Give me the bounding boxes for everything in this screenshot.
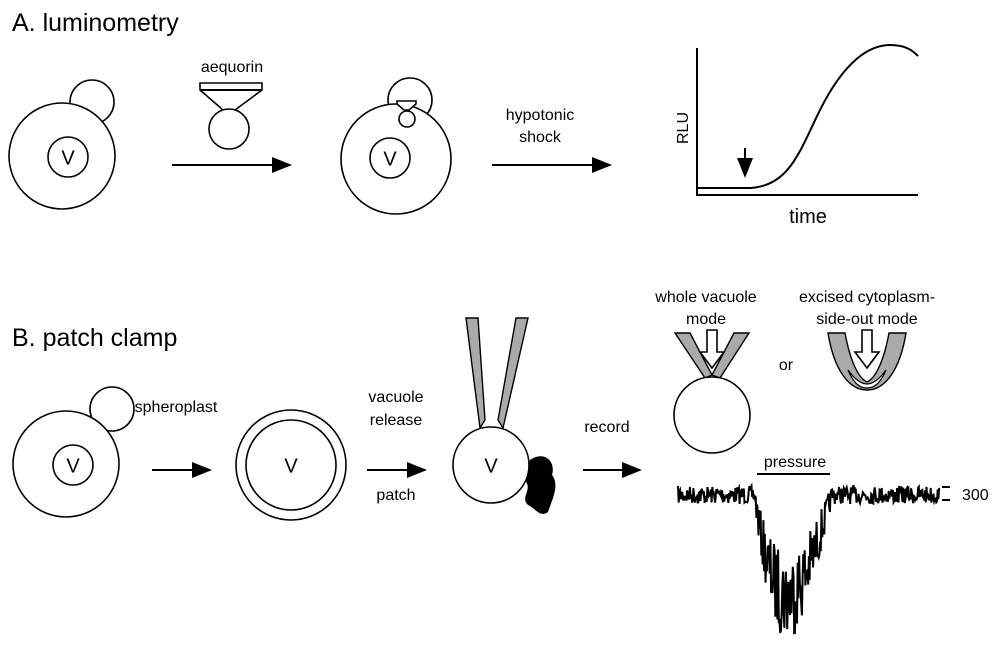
figure: A. luminometry V aequorin V hypotonic sh… xyxy=(0,0,992,668)
yeast-cell: V xyxy=(9,80,115,209)
yeast-cell: V xyxy=(13,387,134,517)
vacuole-label: V xyxy=(61,147,75,169)
label: vacuole xyxy=(368,389,423,406)
label: mode xyxy=(686,311,726,328)
label: shock xyxy=(519,129,562,146)
label: side-out mode xyxy=(816,311,917,328)
label: patch xyxy=(376,487,415,504)
panel-title: B. patch clamp xyxy=(12,324,177,352)
label: hypotonic xyxy=(506,107,575,124)
label: release xyxy=(370,412,423,429)
excised-patch-mode xyxy=(828,330,906,390)
spheroplast: V xyxy=(236,410,346,520)
label: record xyxy=(584,419,629,436)
yeast-cell: V xyxy=(341,78,451,214)
label: aequorin xyxy=(201,59,263,76)
vacuole-patch: V xyxy=(453,318,555,514)
axis-label: time xyxy=(789,206,827,228)
vacuole-label: V xyxy=(383,148,397,170)
panel-title: A. luminometry xyxy=(12,9,179,37)
vacuole-label: V xyxy=(484,455,498,477)
scale-bar xyxy=(942,487,950,500)
label: spheroplast xyxy=(135,399,218,416)
current-trace xyxy=(678,486,940,633)
axis-label: RLU xyxy=(675,112,692,144)
scale-label: 300 pS xyxy=(962,487,992,504)
label: whole vacuole xyxy=(654,289,757,306)
whole-vacuole-mode xyxy=(674,330,750,453)
rlu-graph: RLU time xyxy=(675,45,918,228)
aequorin-icon xyxy=(200,83,262,149)
vacuole-label: V xyxy=(66,455,80,477)
label: excised cytoplasm- xyxy=(799,289,935,306)
vacuole-label: V xyxy=(284,455,298,477)
label: pressure xyxy=(764,454,826,471)
label: or xyxy=(779,357,794,374)
